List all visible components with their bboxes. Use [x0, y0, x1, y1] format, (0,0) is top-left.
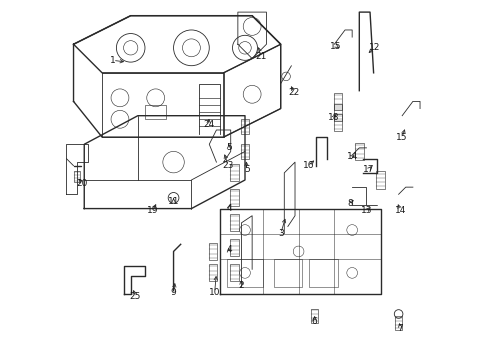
Text: 5: 5 — [244, 165, 250, 174]
Text: 17: 17 — [363, 165, 375, 174]
Bar — [334, 104, 342, 121]
Text: 19: 19 — [147, 206, 159, 215]
Bar — [355, 143, 364, 160]
Text: 20: 20 — [77, 179, 88, 188]
Bar — [209, 264, 217, 282]
Bar — [227, 258, 263, 287]
Bar — [376, 171, 385, 189]
Text: 25: 25 — [130, 292, 141, 301]
Text: 4: 4 — [226, 245, 232, 254]
Bar — [309, 258, 338, 287]
Text: 14: 14 — [346, 152, 358, 161]
Bar — [334, 93, 342, 110]
Text: 15: 15 — [330, 41, 342, 50]
Text: 2: 2 — [239, 281, 244, 290]
Bar — [230, 189, 239, 206]
Text: 5: 5 — [226, 143, 232, 152]
Bar — [74, 171, 80, 182]
Bar — [395, 316, 402, 330]
Text: 12: 12 — [368, 43, 380, 52]
Bar — [230, 264, 239, 282]
Bar — [242, 119, 248, 134]
Bar — [230, 239, 239, 256]
Bar — [230, 214, 239, 231]
Text: 8: 8 — [347, 199, 353, 208]
Text: 10: 10 — [209, 288, 221, 297]
Bar — [334, 114, 342, 131]
Text: 4: 4 — [226, 204, 232, 213]
Bar — [209, 243, 217, 260]
Bar — [242, 144, 248, 158]
Text: 6: 6 — [312, 316, 318, 325]
Text: 1: 1 — [110, 56, 116, 65]
Text: 13: 13 — [362, 206, 373, 215]
Bar — [311, 309, 318, 323]
Text: 7: 7 — [397, 324, 403, 333]
Text: 24: 24 — [203, 120, 214, 129]
Text: 16: 16 — [302, 161, 314, 170]
Text: 22: 22 — [289, 88, 300, 97]
Text: 14: 14 — [395, 206, 406, 215]
Text: 9: 9 — [171, 288, 176, 297]
Text: 18: 18 — [328, 113, 340, 122]
Text: 11: 11 — [168, 197, 179, 206]
Text: 23: 23 — [222, 161, 234, 170]
Text: 21: 21 — [255, 52, 267, 61]
Text: 3: 3 — [278, 229, 284, 238]
Text: 15: 15 — [396, 132, 408, 141]
Bar — [273, 258, 302, 287]
Bar — [145, 105, 167, 119]
Bar — [230, 164, 239, 181]
